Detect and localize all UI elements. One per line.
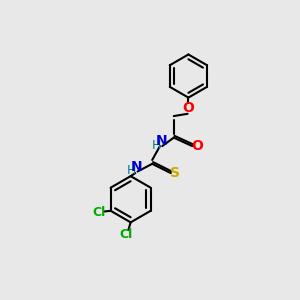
Text: S: S [170, 166, 180, 180]
Text: H: H [152, 139, 161, 152]
Text: H: H [127, 164, 136, 177]
Text: O: O [191, 139, 203, 153]
Text: N: N [156, 134, 167, 148]
Text: N: N [131, 160, 142, 174]
Text: Cl: Cl [119, 228, 133, 241]
Text: O: O [182, 101, 194, 116]
Text: Cl: Cl [92, 206, 106, 219]
